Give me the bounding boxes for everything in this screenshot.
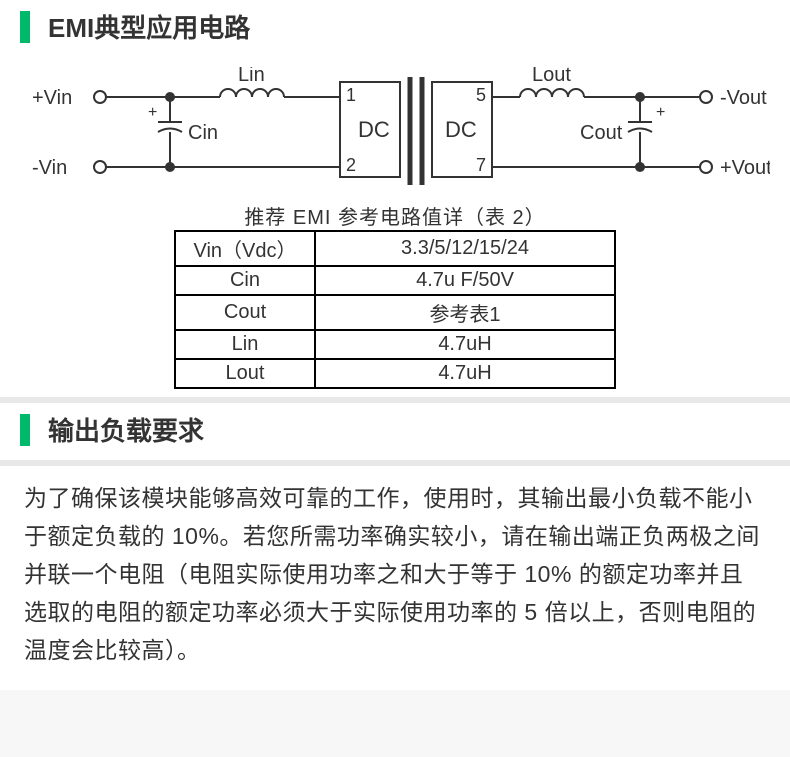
table-cell-param: Cin <box>175 266 315 295</box>
table-row: Vin（Vdc）3.3/5/12/15/24 <box>175 231 615 266</box>
section-header-output-load: 输出负载要求 <box>0 403 790 460</box>
table-cell-param: Lout <box>175 359 315 388</box>
table-caption: 推荐 EMI 参考电路值详（表 2） <box>0 197 790 230</box>
table-cell-value: 3.3/5/12/15/24 <box>315 231 615 266</box>
label-pin5: 5 <box>476 85 486 105</box>
table-row: Lout4.7uH <box>175 359 615 388</box>
label-pin2: 2 <box>346 155 356 175</box>
label-pin7: 7 <box>476 155 486 175</box>
table-cell-value: 4.7uH <box>315 330 615 359</box>
circuit-svg: +Vin -Vin -Vout +Vout Lin Lout Cin Cout … <box>20 67 770 197</box>
label-dc-left: DC <box>358 117 390 142</box>
label-vin-plus: +Vin <box>32 87 72 109</box>
label-vout-minus: -Vout <box>720 87 767 109</box>
label-vin-minus: -Vin <box>32 157 67 179</box>
table-cell-value: 4.7u F/50V <box>315 266 615 295</box>
label-plus-cout: + <box>656 104 665 121</box>
label-lout: Lout <box>532 67 571 86</box>
section-header-emi: EMI典型应用电路 <box>0 0 790 57</box>
label-vout-plus: +Vout <box>720 157 770 179</box>
accent-bar-icon <box>20 11 30 43</box>
label-pin1: 1 <box>346 85 356 105</box>
label-cout: Cout <box>580 122 623 144</box>
label-dc-right: DC <box>445 117 477 142</box>
label-plus-cin: + <box>148 104 157 121</box>
table-cell-param: Vin（Vdc） <box>175 231 315 266</box>
section-title-output-load: 输出负载要求 <box>48 411 204 448</box>
accent-bar-icon <box>20 414 30 446</box>
table-row: Lin4.7uH <box>175 330 615 359</box>
table-row: Cout参考表1 <box>175 295 615 330</box>
table-cell-value: 4.7uH <box>315 359 615 388</box>
spec-table-wrap: Vin（Vdc）3.3/5/12/15/24Cin4.7u F/50VCout参… <box>0 230 790 397</box>
label-cin: Cin <box>188 122 218 144</box>
spec-table: Vin（Vdc）3.3/5/12/15/24Cin4.7u F/50VCout参… <box>174 230 616 389</box>
table-cell-param: Cout <box>175 295 315 330</box>
table-cell-value: 参考表1 <box>315 295 615 330</box>
table-cell-param: Lin <box>175 330 315 359</box>
circuit-diagram: +Vin -Vin -Vout +Vout Lin Lout Cin Cout … <box>0 57 790 197</box>
table-row: Cin4.7u F/50V <box>175 266 615 295</box>
output-load-paragraph: 为了确保该模块能够高效可靠的工作，使用时，其输出最小负载不能小于额定负载的 10… <box>0 466 790 690</box>
label-lin: Lin <box>238 67 265 86</box>
section-title-emi: EMI典型应用电路 <box>48 8 250 45</box>
